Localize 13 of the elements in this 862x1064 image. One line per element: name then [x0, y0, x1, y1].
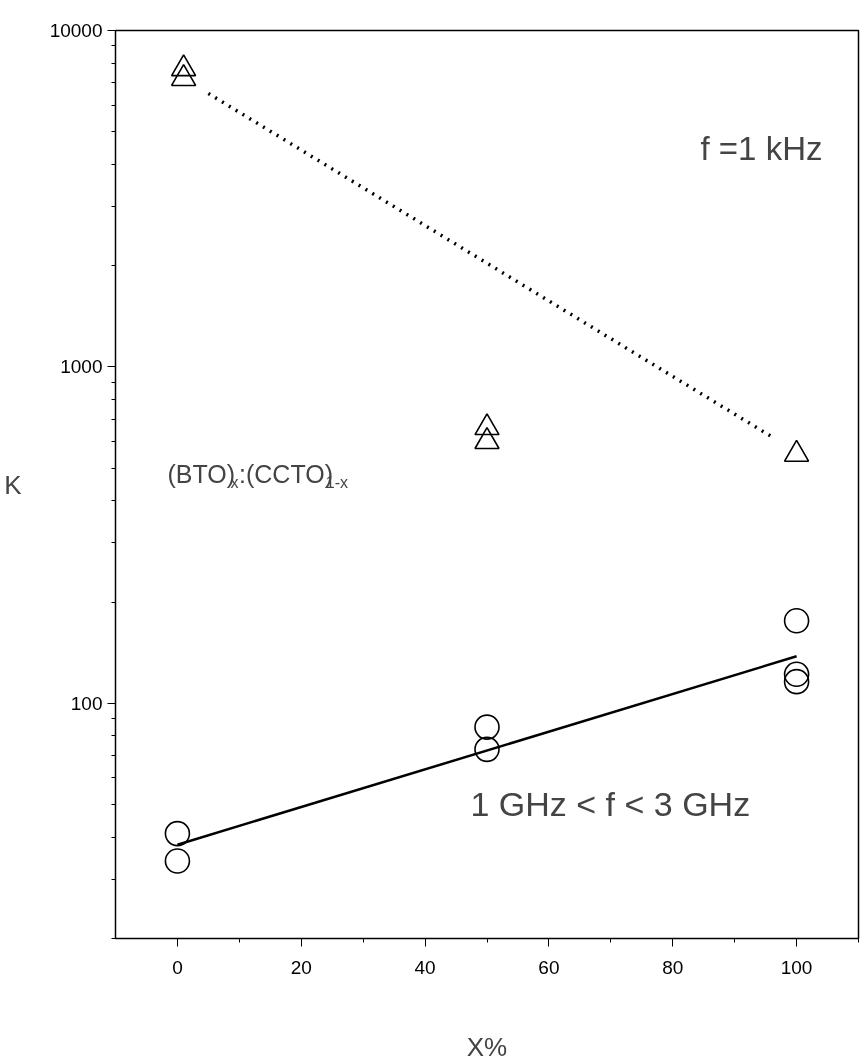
x-tick-label: 40	[414, 956, 436, 978]
x-tick-label: 0	[172, 956, 183, 978]
y-tick-label: 10000	[49, 20, 103, 41]
x-tick-label: 20	[290, 956, 312, 978]
y-tick-label: 1000	[60, 356, 103, 378]
x-tick-label: 60	[538, 956, 560, 978]
annotation: f =1 kHz	[700, 130, 823, 167]
annotation: 1 GHz < f < 3 GHz	[470, 784, 751, 823]
x-axis-title: X%	[466, 1031, 508, 1062]
x-tick-label: 100	[780, 956, 813, 978]
y-axis-title: K	[4, 469, 23, 500]
y-tick-label: 100	[70, 692, 103, 714]
x-tick-label: 80	[662, 956, 684, 978]
